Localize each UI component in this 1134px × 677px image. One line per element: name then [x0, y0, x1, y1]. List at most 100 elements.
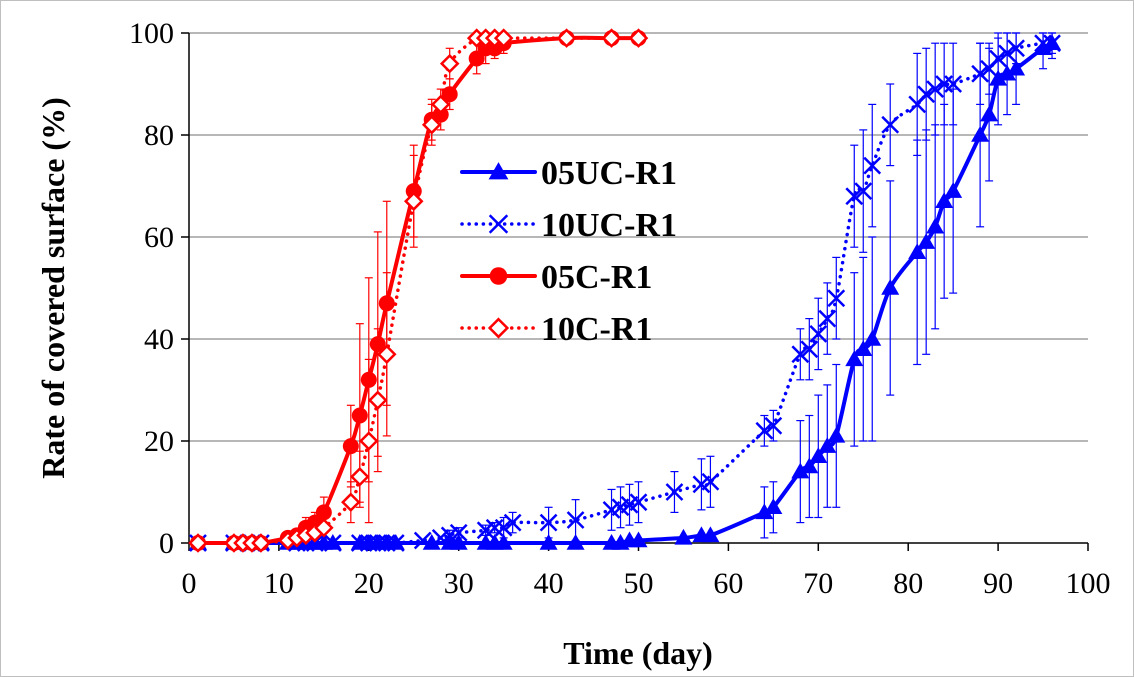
legend-label-10c-r1: 10C-R1 — [541, 311, 652, 348]
point-05uc-r1-46 — [971, 126, 990, 142]
point-05c-r1-18 — [441, 86, 458, 103]
point-10uc-r1-43 — [926, 80, 945, 98]
point-10uc-r1-12 — [386, 534, 405, 552]
point-10uc-r1-32 — [791, 345, 810, 364]
x-tick-label-60: 60 — [713, 567, 743, 600]
point-10uc-r1-26 — [629, 493, 648, 512]
y-tick-label-100: 100 — [129, 17, 174, 50]
point-10c-r1-14 — [377, 344, 397, 365]
legend-entry-05uc-r1: 05UC-R1 — [460, 155, 677, 192]
y-tick-label-80: 80 — [144, 119, 174, 152]
legend-marker-05c-r1 — [489, 267, 508, 285]
point-10uc-r1-29 — [701, 472, 720, 491]
point-05c-r1-15 — [405, 183, 422, 200]
point-10uc-r1-31 — [764, 416, 783, 435]
x-tick-label-100: 100 — [1066, 567, 1111, 600]
point-05c-r1-11 — [351, 407, 368, 424]
point-05uc-r1-20 — [494, 534, 513, 550]
x-tick-label-0: 0 — [182, 567, 197, 600]
point-10uc-r1-35 — [818, 309, 837, 328]
point-10uc-r1-13 — [413, 531, 432, 550]
point-05uc-r1-43 — [926, 217, 945, 234]
point-05c-r1-12 — [360, 371, 377, 388]
point-10c-r1-18 — [439, 53, 460, 74]
point-10uc-r1-40 — [881, 115, 900, 134]
point-10c-r1-23 — [556, 28, 577, 48]
point-10uc-r1-21 — [539, 513, 558, 532]
point-10c-r1-12 — [359, 431, 379, 451]
point-10uc-r1-48 — [989, 49, 1007, 68]
point-10c-r1-11 — [350, 466, 370, 487]
x-tick-label-20: 20 — [354, 567, 384, 600]
legend-label-10uc-r1: 10UC-R1 — [541, 207, 677, 244]
point-10uc-r1-33 — [800, 340, 819, 359]
point-05uc-r1-33 — [800, 457, 819, 474]
point-10uc-r1-52 — [1043, 34, 1061, 53]
point-10uc-r1-36 — [827, 289, 846, 308]
point-05uc-r1-17 — [449, 534, 468, 550]
y-axis-title: Rate of covered surface (%) — [35, 97, 71, 478]
point-10uc-r1-30 — [755, 421, 774, 440]
point-10c-r1-9 — [314, 517, 334, 538]
point-10uc-r1-46 — [971, 64, 990, 83]
point-05uc-r1-26 — [629, 531, 648, 548]
point-10c-r1-15 — [403, 191, 424, 212]
point-10c-r1-22 — [493, 28, 514, 48]
point-05uc-r1-51 — [1034, 39, 1053, 56]
legend-label-05c-r1: 05C-R1 — [541, 259, 652, 296]
legend-marker-05uc-r1 — [488, 162, 509, 180]
point-10uc-r1-39 — [863, 156, 882, 175]
point-10uc-r1-49 — [998, 44, 1016, 63]
point-05uc-r1-27 — [674, 528, 693, 545]
point-05uc-r1-34 — [809, 447, 828, 464]
point-10uc-r1-27 — [665, 483, 684, 501]
legend-entry-05c-r1: 05C-R1 — [460, 259, 652, 296]
point-05c-r1-10 — [342, 438, 359, 455]
point-05uc-r1-29 — [701, 526, 720, 543]
series-group — [188, 28, 1062, 553]
point-10uc-r1-45 — [944, 75, 963, 93]
point-05uc-r1-50 — [1007, 59, 1026, 76]
x-tick-label-70: 70 — [803, 567, 833, 600]
legend: 05UC-R1 10UC-R1 05C-R1 10C-R1 — [460, 155, 677, 348]
legend-entry-10uc-r1: 10UC-R1 — [460, 207, 677, 244]
point-10uc-r1-16 — [449, 523, 468, 542]
point-10c-r1-4 — [251, 533, 271, 553]
x-tick-label-50: 50 — [624, 567, 654, 600]
point-10uc-r1-34 — [809, 325, 828, 343]
point-05uc-r1-44 — [935, 192, 954, 209]
point-05uc-r1-39 — [863, 330, 882, 346]
x-axis-title: Time (day) — [563, 635, 713, 671]
point-10c-r1-17 — [430, 94, 451, 115]
point-10c-r1-0 — [188, 533, 208, 553]
point-10uc-r1-20 — [503, 513, 522, 532]
y-tick-label-40: 40 — [144, 323, 174, 356]
point-05uc-r1-32 — [791, 462, 810, 479]
point-05uc-r1-49 — [998, 64, 1017, 81]
legend-marker-10uc-r1 — [488, 214, 509, 234]
legend-label-05uc-r1: 05UC-R1 — [541, 155, 677, 192]
point-05uc-r1-30 — [755, 503, 774, 520]
point-05uc-r1-35 — [818, 437, 837, 453]
point-05uc-r1-40 — [881, 279, 900, 295]
point-10c-r1-24 — [601, 28, 622, 48]
y-tick-label-60: 60 — [144, 221, 174, 254]
y-tick-label-0: 0 — [159, 527, 174, 560]
point-05uc-r1-47 — [980, 105, 999, 122]
point-05uc-r1-48 — [989, 69, 1008, 86]
point-05uc-r1-31 — [764, 498, 783, 515]
point-10uc-r1-50 — [1007, 39, 1025, 58]
point-10c-r1-25 — [628, 28, 649, 48]
point-10c-r1-13 — [368, 390, 388, 410]
point-10uc-r1-7 — [323, 534, 342, 552]
point-05uc-r1-41 — [908, 243, 927, 260]
point-10c-r1-10 — [341, 492, 361, 512]
point-10uc-r1-22 — [566, 511, 585, 529]
point-05uc-r1-37 — [845, 350, 864, 367]
point-05c-r1-14 — [378, 295, 395, 312]
x-tick-label-80: 80 — [893, 567, 923, 600]
x-tick-label-10: 10 — [264, 567, 294, 600]
x-tick-label-40: 40 — [534, 567, 564, 600]
